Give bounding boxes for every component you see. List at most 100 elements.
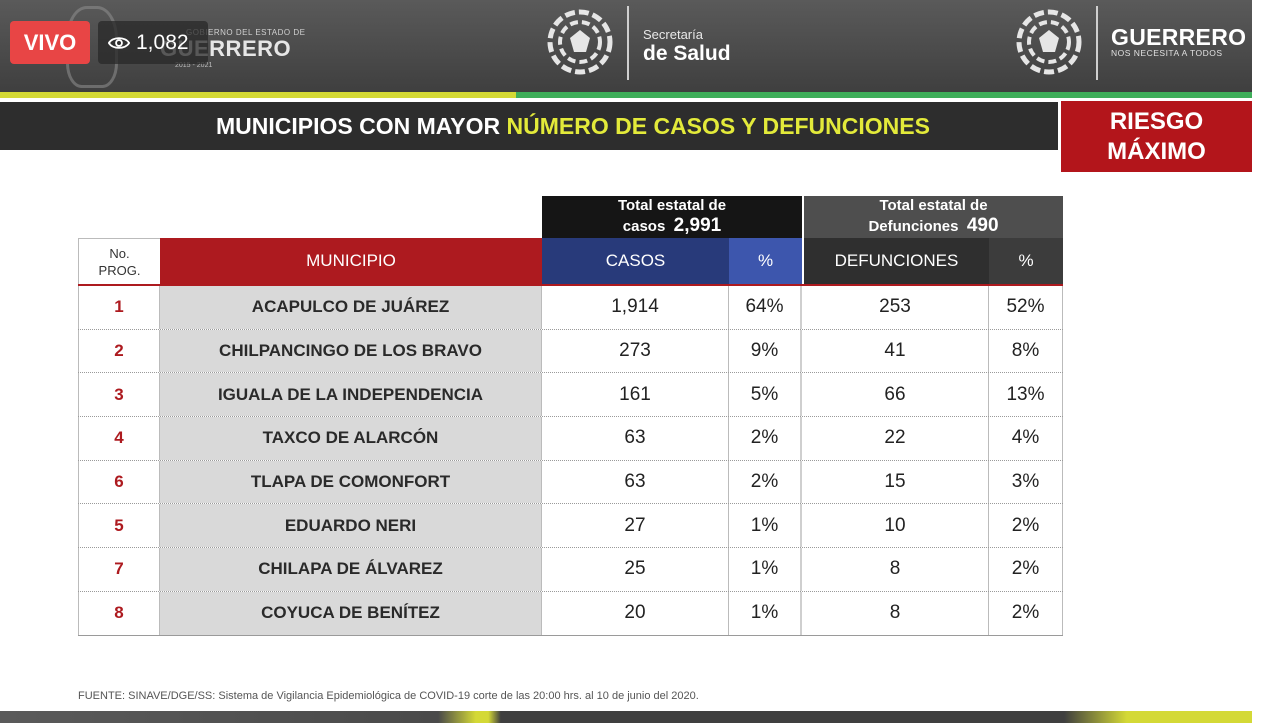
guerrero-tagline: NOS NECESITA A TODOS — [1111, 48, 1223, 58]
row-municipio: ACAPULCO DE JUÁREZ — [160, 286, 542, 329]
title-bar — [0, 102, 1058, 150]
total-deaths-value: 490 — [966, 215, 999, 236]
row-defunciones-percent: 2% — [989, 548, 1063, 591]
municipios-table: 1 ACAPULCO DE JUÁREZ 1,914 64% 253 52% 2… — [78, 286, 1063, 636]
guerrero-name: GUERRERO — [1111, 24, 1247, 50]
total-cases-label-2: casos — [622, 218, 666, 235]
row-defunciones-percent: 4% — [989, 417, 1063, 460]
gobierno-years: 2015 - 2021 — [175, 62, 213, 69]
secretaria-salud-logo — [547, 9, 613, 75]
row-municipio: IGUALA DE LA INDEPENDENCIA — [160, 373, 542, 417]
title-highlight: NÚMERO DE CASOS Y DEFUNCIONES — [506, 113, 930, 139]
row-casos-percent: 2% — [729, 417, 802, 460]
row-defunciones: 8 — [802, 548, 989, 591]
table-row: 6 TLAPA DE COMONFORT 63 2% 15 3% — [78, 460, 1063, 505]
table-row: 4 TAXCO DE ALARCÓN 63 2% 22 4% — [78, 417, 1063, 461]
row-casos-percent: 64% — [729, 286, 802, 329]
row-defunciones-percent: 3% — [989, 460, 1063, 504]
row-casos: 27 — [542, 504, 729, 548]
row-number: 7 — [78, 548, 160, 591]
row-casos-percent: 1% — [729, 504, 802, 548]
eye-icon — [108, 36, 130, 49]
total-cases-label-1: Total estatal de — [617, 197, 727, 214]
header-underline — [78, 284, 1063, 286]
row-defunciones: 10 — [802, 504, 989, 548]
header-defunciones: DEFUNCIONES — [804, 238, 989, 284]
total-deaths-box: Total estatal de Defunciones 490 — [804, 196, 1063, 238]
row-casos: 273 — [542, 329, 729, 373]
row-defunciones: 41 — [802, 329, 989, 373]
row-casos-percent: 1% — [729, 548, 802, 591]
row-number: 8 — [78, 591, 160, 635]
header-no-prog: No. PROG. — [78, 238, 160, 284]
total-cases-value: 2,991 — [673, 215, 722, 236]
row-casos: 63 — [542, 417, 729, 460]
row-casos: 63 — [542, 460, 729, 504]
header-stripe-yellow — [0, 92, 516, 98]
header-stripe-green — [516, 92, 1252, 98]
header-municipio: MUNICIPIO — [160, 238, 542, 284]
guerrero-logo — [1016, 9, 1082, 75]
row-casos: 20 — [542, 591, 729, 635]
row-casos-percent: 9% — [729, 329, 802, 373]
row-number: 3 — [78, 373, 160, 417]
table-row: 7 CHILAPA DE ÁLVAREZ 25 1% 8 2% — [78, 548, 1063, 592]
row-defunciones: 8 — [802, 591, 989, 635]
row-number: 1 — [78, 286, 160, 329]
row-defunciones-percent: 2% — [989, 591, 1063, 635]
total-deaths-label-1: Total estatal de — [879, 197, 988, 214]
page-title: MUNICIPIOS CON MAYOR NÚMERO DE CASOS Y D… — [216, 113, 930, 140]
live-badge: VIVO — [10, 21, 90, 64]
row-casos: 25 — [542, 548, 729, 591]
row-defunciones: 22 — [802, 417, 989, 460]
guerrero-divider — [1096, 6, 1098, 80]
row-municipio: TLAPA DE COMONFORT — [160, 460, 542, 504]
table-row: 8 COYUCA DE BENÍTEZ 20 1% 8 2% — [78, 591, 1063, 636]
gobierno-label: GOBIERNO DEL ESTADO DE — [186, 28, 306, 37]
row-defunciones: 15 — [802, 460, 989, 504]
salud-label-line1: Secretaría — [643, 27, 703, 42]
row-municipio: TAXCO DE ALARCÓN — [160, 417, 542, 460]
table-row: 5 EDUARDO NERI 27 1% 10 2% — [78, 504, 1063, 549]
source-footnote: FUENTE: SINAVE/DGE/SS: Sistema de Vigila… — [78, 690, 699, 702]
header-casos: CASOS — [542, 238, 729, 284]
salud-divider — [627, 6, 629, 80]
table-row: 1 ACAPULCO DE JUÁREZ 1,914 64% 253 52% — [78, 286, 1063, 330]
row-casos: 1,914 — [542, 286, 729, 329]
row-casos-percent: 2% — [729, 460, 802, 504]
row-municipio: COYUCA DE BENÍTEZ — [160, 591, 542, 635]
risk-line-2: MÁXIMO — [1107, 138, 1206, 165]
table-row: 3 IGUALA DE LA INDEPENDENCIA 161 5% 66 1… — [78, 373, 1063, 418]
viewer-count-badge: 1,082 — [98, 21, 208, 64]
right-edge — [1252, 0, 1280, 723]
header-no-line1: No. — [109, 245, 130, 261]
header-casos-percent: % — [729, 238, 802, 284]
row-defunciones: 66 — [802, 373, 989, 417]
total-cases-box: Total estatal de casos 2,991 — [542, 196, 802, 238]
header-defunciones-percent: % — [989, 238, 1063, 284]
row-defunciones-percent: 13% — [989, 373, 1063, 417]
row-number: 2 — [78, 329, 160, 373]
row-casos-percent: 1% — [729, 591, 802, 635]
total-deaths-label-2: Defunciones — [868, 218, 959, 235]
row-number: 6 — [78, 460, 160, 504]
row-defunciones-percent: 2% — [989, 504, 1063, 548]
row-municipio: EDUARDO NERI — [160, 504, 542, 548]
row-defunciones: 253 — [802, 286, 989, 329]
header-no-line2: PROG. — [98, 262, 141, 278]
row-casos: 161 — [542, 373, 729, 417]
viewer-count: 1,082 — [136, 30, 189, 54]
bottom-stripe — [0, 711, 1252, 723]
row-municipio: CHILPANCINGO DE LOS BRAVO — [160, 329, 542, 373]
risk-level-badge: RIESGO MÁXIMO — [1061, 101, 1252, 172]
table-row: 2 CHILPANCINGO DE LOS BRAVO 273 9% 41 8% — [78, 329, 1063, 374]
row-number: 4 — [78, 417, 160, 460]
row-casos-percent: 5% — [729, 373, 802, 417]
risk-line-1: RIESGO — [1109, 108, 1204, 135]
title-part-1: MUNICIPIOS CON MAYOR — [216, 113, 507, 139]
row-municipio: CHILAPA DE ÁLVAREZ — [160, 548, 542, 591]
salud-label-line2: de Salud — [643, 42, 731, 65]
row-defunciones-percent: 52% — [989, 286, 1063, 329]
row-defunciones-percent: 8% — [989, 329, 1063, 373]
row-number: 5 — [78, 504, 160, 548]
